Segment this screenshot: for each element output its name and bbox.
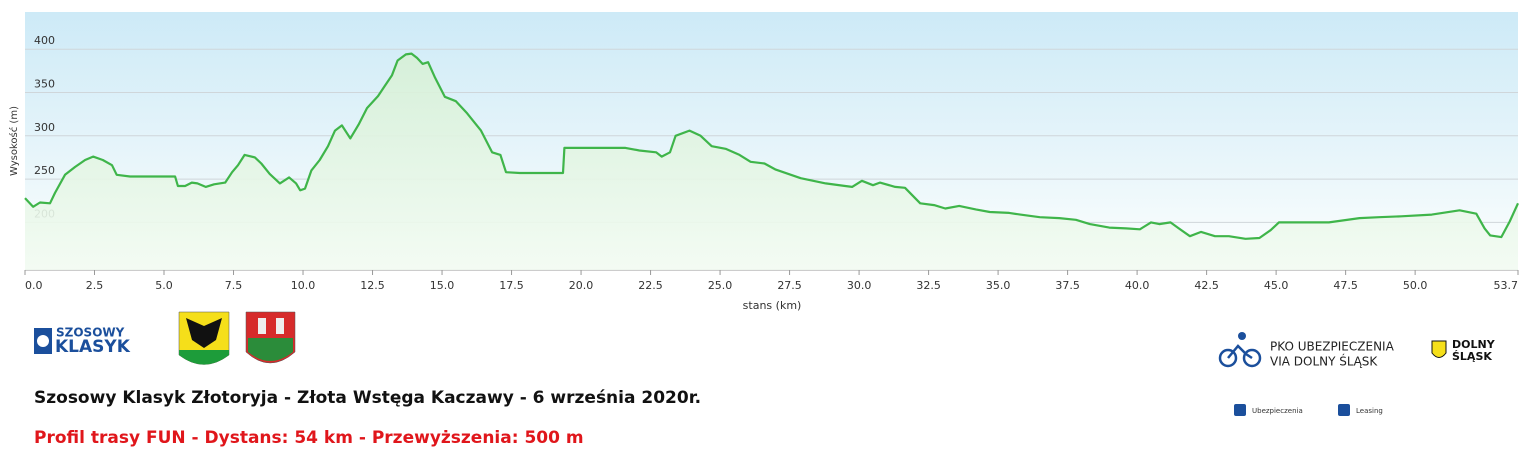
x-axis-label: stans (km) xyxy=(743,299,802,312)
x-tick-label: 5.0 xyxy=(155,279,173,292)
logo-text: Ubezpieczenia xyxy=(1252,407,1303,415)
x-tick-label: 7.5 xyxy=(225,279,243,292)
footer-title: Szosowy Klasyk Złotoryja - Złota Wstęga … xyxy=(34,388,702,408)
x-tick-label: 45.0 xyxy=(1264,279,1289,292)
chart: Wysokość (m) stans (km) SZOSOWY KLASYK 2… xyxy=(8,12,1520,365)
pko-icon xyxy=(1338,404,1350,416)
x-tick-label: 47.5 xyxy=(1333,279,1358,292)
x-tick-label: 35.0 xyxy=(986,279,1011,292)
x-tick-label: 2.5 xyxy=(86,279,104,292)
coat-of-arms-1 xyxy=(178,311,230,365)
x-tick-label: 27.5 xyxy=(777,279,802,292)
x-tick-label: 17.5 xyxy=(499,279,524,292)
x-tick-label: 0.0 xyxy=(25,279,43,292)
x-tick-label: 30.0 xyxy=(847,279,872,292)
elevation-area xyxy=(25,53,1518,270)
pko-icon xyxy=(1234,404,1246,416)
x-tick-label: 37.5 xyxy=(1055,279,1080,292)
footer-subtitle: Profil trasy FUN - Dystans: 54 km - Prze… xyxy=(34,428,584,448)
dolny-shield xyxy=(1431,340,1447,358)
x-tick-label: 42.5 xyxy=(1194,279,1219,292)
sponsor-logos: PKO UBEZPIECZENIA VIA DOLNY ŚLĄSK DOLNY … xyxy=(1218,332,1496,416)
y-axis-label: Wysokość (m) xyxy=(8,106,20,176)
y-tick-label: 300 xyxy=(34,121,55,134)
logo-text: Leasing xyxy=(1356,407,1383,415)
logo-text: DOLNY xyxy=(1452,338,1496,351)
x-tick-label: 40.0 xyxy=(1125,279,1150,292)
y-tick-label: 250 xyxy=(34,164,55,177)
y-tick-label: 400 xyxy=(34,34,55,47)
x-tick-label: 10.0 xyxy=(291,279,316,292)
y-tick-label: 350 xyxy=(34,78,55,91)
x-tick-label: 20.0 xyxy=(569,279,594,292)
x-tick-label: 53.7 xyxy=(1494,279,1519,292)
logo-text: ŚLĄSK xyxy=(1452,350,1492,363)
klasyk-logo: SZOSOWY KLASYK xyxy=(34,326,131,357)
x-tick-label: 32.5 xyxy=(916,279,941,292)
logo-text: KLASYK xyxy=(55,337,131,357)
x-tick-label: 15.0 xyxy=(430,279,455,292)
pko-logo xyxy=(1218,332,1262,368)
logo-text: PKO UBEZPIECZENIA xyxy=(1270,340,1395,354)
logo-text: VIA DOLNY ŚLĄSK xyxy=(1270,354,1378,369)
x-tick-label: 25.0 xyxy=(708,279,733,292)
x-tick-label: 50.0 xyxy=(1403,279,1428,292)
logo-text: SZOSOWY xyxy=(56,326,125,340)
elevation-line xyxy=(24,52,1520,240)
coat-of-arms-2 xyxy=(245,311,296,364)
x-tick-label: 22.5 xyxy=(638,279,663,292)
x-tick-label: 12.5 xyxy=(360,279,385,292)
